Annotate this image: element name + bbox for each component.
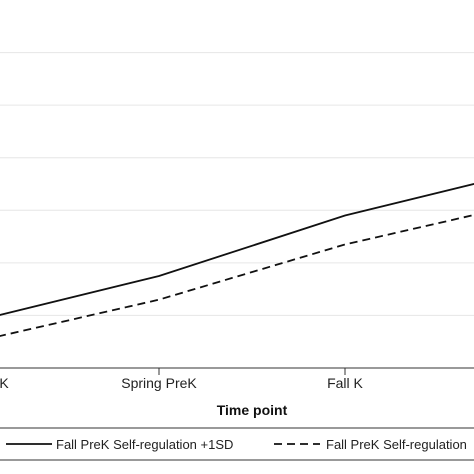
legend-box <box>0 427 474 461</box>
x-tick-label: K <box>0 375 9 391</box>
x-tick-label: Spring PreK <box>121 375 197 391</box>
series-line-2 <box>0 214 474 337</box>
series-lines <box>0 183 474 337</box>
series-line-1 <box>0 183 474 316</box>
y-gridlines <box>0 52 474 316</box>
legend-label-series-2: Fall PreK Self-regulation <box>326 437 467 452</box>
x-axis-ticks: K Spring PreK Fall K <box>0 368 364 391</box>
legend-label-series-1: Fall PreK Self-regulation +1SD <box>56 437 233 452</box>
x-tick-label: Fall K <box>327 375 363 391</box>
x-axis-title: Time point <box>217 402 288 418</box>
